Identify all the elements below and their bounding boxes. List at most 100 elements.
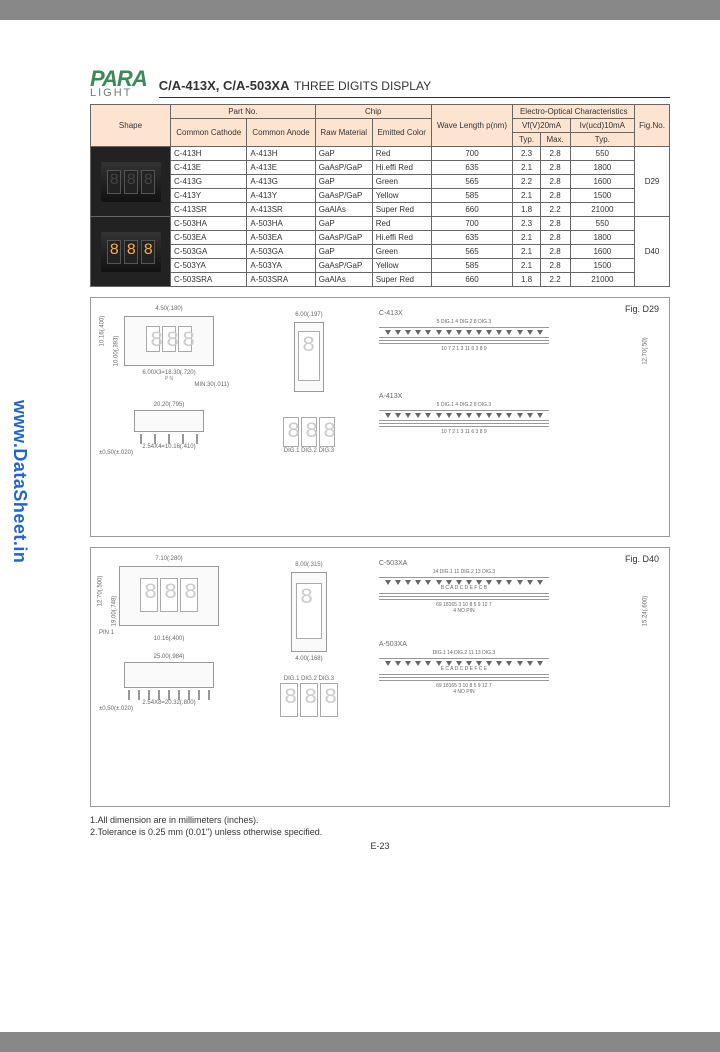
cell: 1800 — [570, 231, 635, 245]
th-eo: Electro-Optical Characteristics — [513, 105, 635, 119]
cell: Red — [372, 147, 431, 161]
cell: 565 — [431, 175, 513, 189]
cell: GaAsP/GaP — [315, 259, 372, 273]
th-vf: Vf(V)20mA — [513, 119, 570, 133]
cell: Hi.effi Red — [372, 161, 431, 175]
dim: 10.00(.393) — [113, 336, 119, 367]
nopin: 4 NO PIN — [379, 689, 549, 695]
th-fig: Fig.No. — [635, 105, 670, 147]
cell: A-503EA — [247, 231, 315, 245]
cell: 2.8 — [540, 217, 570, 231]
cell: 21000 — [570, 203, 635, 217]
cell: GaP — [315, 245, 372, 259]
cell: Super Red — [372, 273, 431, 287]
cell: 1.8 — [513, 273, 540, 287]
cell: Yellow — [372, 189, 431, 203]
cell: C-503EA — [171, 231, 247, 245]
cell: A-413G — [247, 175, 315, 189]
dim: 4.50(.180) — [99, 306, 239, 312]
fig-cell: D40 — [635, 217, 670, 287]
cell: GaAlAs — [315, 203, 372, 217]
part-title: C/A-413X, C/A-503XA — [159, 78, 290, 93]
page-num: E-23 — [90, 841, 670, 851]
cell: A-503GA — [247, 245, 315, 259]
cell: 2.8 — [540, 189, 570, 203]
cell: 635 — [431, 231, 513, 245]
dim: 7.10(.280) — [99, 556, 239, 562]
subtitle: THREE DIGITS DISPLAY — [294, 79, 431, 93]
cell: Super Red — [372, 203, 431, 217]
fig-d29: Fig. D29 4.50(.180) 10.16(.400) 6.00X3=1… — [90, 297, 670, 537]
cell: GaAsP/GaP — [315, 189, 372, 203]
th-typ2: Typ. — [570, 133, 635, 147]
th-partno: Part No. — [171, 105, 316, 119]
cell: C-413H — [171, 147, 247, 161]
th-iv: Iv(ucd)10mA — [570, 119, 635, 133]
th-chip: Chip — [315, 105, 431, 119]
cell: 660 — [431, 203, 513, 217]
cell: C-413G — [171, 175, 247, 189]
dim: 6.00(.197) — [249, 312, 369, 318]
cell: 1500 — [570, 189, 635, 203]
cell: GaAlAs — [315, 273, 372, 287]
cell: 2.8 — [540, 175, 570, 189]
cell: A-413H — [247, 147, 315, 161]
header: PARA LIGHT C/A-413X, C/A-503XA THREE DIG… — [90, 70, 670, 98]
cell: 2.2 — [513, 175, 540, 189]
cell: 1500 — [570, 259, 635, 273]
cell: A-503YA — [247, 259, 315, 273]
cell: 2.1 — [513, 259, 540, 273]
cell: 550 — [570, 147, 635, 161]
cell: 660 — [431, 273, 513, 287]
cell: GaP — [315, 175, 372, 189]
logo-top: PARA — [90, 70, 147, 89]
cell: 2.3 — [513, 217, 540, 231]
cell: C-413Y — [171, 189, 247, 203]
cell: Green — [372, 175, 431, 189]
dim: 12.70(.500) — [97, 576, 103, 607]
cell: 2.8 — [540, 231, 570, 245]
cell: GaAsP/GaP — [315, 231, 372, 245]
circuit-a: 5 DIG.1 4 DIG.2 8 DIG.3 10 7 2 1 3 11 6 … — [379, 402, 549, 462]
cell: 2.2 — [540, 273, 570, 287]
circuit-c-label: C-503XA — [379, 560, 559, 567]
th-max: Max. — [540, 133, 570, 147]
th-color: Emitted Color — [372, 119, 431, 147]
cell: 1.8 — [513, 203, 540, 217]
dim: ±0.50(±.020) — [99, 706, 239, 712]
cell: 2.1 — [513, 161, 540, 175]
cell: A-413E — [247, 161, 315, 175]
cell: C-413E — [171, 161, 247, 175]
cell: 2.2 — [540, 203, 570, 217]
cell: 585 — [431, 189, 513, 203]
th-raw: Raw Material — [315, 119, 372, 147]
cell: 700 — [431, 147, 513, 161]
dim: 25.00(.984) — [99, 654, 239, 660]
circuit-a-label: A-503XA — [379, 641, 559, 648]
watermark: www.DataSheet.in — [9, 400, 30, 563]
page: www.DataSheet.in PARA LIGHT C/A-413X, C/… — [0, 20, 720, 1032]
cell: GaP — [315, 147, 372, 161]
cell: A-413SR — [247, 203, 315, 217]
cell: C-503SRA — [171, 273, 247, 287]
fig-d40-label: Fig. D40 — [625, 554, 659, 564]
fig-cell: D29 — [635, 147, 670, 217]
fig-d40: Fig. D40 7.10(.280) 12.70(.500) PIN 1 10… — [90, 547, 670, 807]
cell: 2.1 — [513, 245, 540, 259]
cell: C-503GA — [171, 245, 247, 259]
cell: 700 — [431, 217, 513, 231]
cell: 635 — [431, 161, 513, 175]
logo: PARA LIGHT — [90, 70, 147, 98]
cell: 1600 — [570, 175, 635, 189]
dim: 20.20(.795) — [99, 402, 239, 408]
shape-cell — [91, 147, 171, 217]
dim: 12.70(.50) — [642, 337, 648, 364]
cell: 565 — [431, 245, 513, 259]
th-anode: Common Anode — [247, 119, 315, 147]
dim: 10.16(.400) — [99, 316, 105, 347]
dim: 15.24(.600) — [643, 596, 649, 627]
spec-table: Shape Part No. Chip Wave Length p(nm) El… — [90, 104, 670, 287]
circuit-c: 5 DIG.1 4 DIG.2 8 DIG.3 10 7 2 1 3 11 6 … — [379, 319, 549, 379]
footnotes: 1.All dimension are in millimeters (inch… — [90, 815, 670, 837]
foot1: 1.All dimension are in millimeters (inch… — [90, 815, 670, 825]
